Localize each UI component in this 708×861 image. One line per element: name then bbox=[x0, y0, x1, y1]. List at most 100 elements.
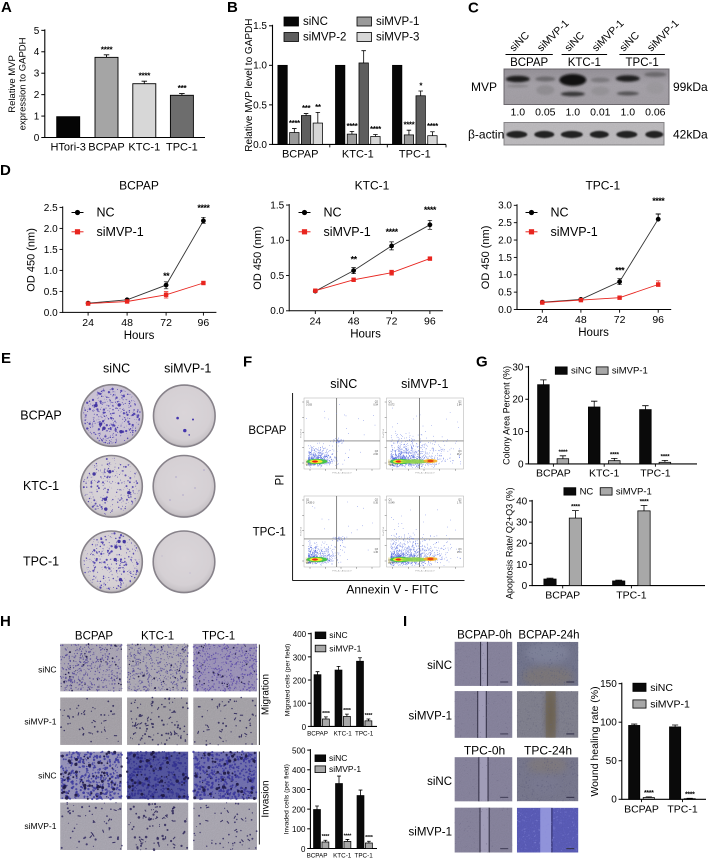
svg-text:0.5: 0.5 bbox=[498, 288, 512, 299]
svg-text:24: 24 bbox=[309, 315, 321, 327]
svg-text:1.5: 1.5 bbox=[270, 200, 284, 211]
svg-text:2.5: 2.5 bbox=[498, 218, 512, 229]
svg-text:BCPAP: BCPAP bbox=[282, 149, 318, 161]
svg-text:0.049: 0.049 bbox=[389, 501, 396, 504]
svg-text:2: 2 bbox=[34, 90, 40, 101]
svg-text:100: 100 bbox=[600, 718, 617, 729]
svg-text:siMVP-1: siMVP-1 bbox=[409, 827, 452, 839]
svg-text:E: E bbox=[1, 350, 11, 367]
svg-text:BCPAP: BCPAP bbox=[307, 731, 328, 738]
svg-text:Relative MVP level to GAPDH: Relative MVP level to GAPDH bbox=[244, 18, 255, 151]
svg-text:0: 0 bbox=[522, 581, 528, 592]
svg-text:siMVP-1: siMVP-1 bbox=[551, 225, 598, 239]
svg-text:siNC: siNC bbox=[427, 776, 452, 788]
svg-text:48: 48 bbox=[348, 315, 360, 327]
svg-text:I: I bbox=[403, 613, 407, 630]
svg-text:0.06: 0.06 bbox=[645, 107, 666, 119]
svg-text:NC: NC bbox=[324, 206, 342, 220]
svg-text:Q3: Q3 bbox=[375, 450, 379, 453]
svg-text:siMVP-1: siMVP-1 bbox=[324, 225, 371, 239]
svg-text:42kDa: 42kDa bbox=[673, 128, 708, 142]
svg-text:Q1: Q1 bbox=[389, 401, 393, 404]
svg-text:15.3: 15.3 bbox=[457, 551, 462, 554]
svg-text:Q1: Q1 bbox=[306, 499, 310, 502]
svg-text:2.0: 2.0 bbox=[44, 224, 58, 235]
svg-text:H: H bbox=[0, 613, 11, 630]
svg-text:0.033: 0.033 bbox=[306, 403, 313, 406]
svg-text:1.76: 1.76 bbox=[457, 501, 462, 504]
svg-text:Q2: Q2 bbox=[375, 401, 379, 404]
svg-text:BCPAP: BCPAP bbox=[307, 853, 328, 860]
svg-text:TPC-1: TPC-1 bbox=[640, 468, 670, 480]
svg-text:TPC-1: TPC-1 bbox=[166, 142, 198, 154]
svg-text:1.0: 1.0 bbox=[270, 236, 284, 247]
svg-text:TPC-1: TPC-1 bbox=[23, 555, 59, 569]
svg-text:NC: NC bbox=[580, 487, 594, 498]
svg-text:0: 0 bbox=[34, 133, 40, 144]
svg-text:1.5: 1.5 bbox=[44, 245, 58, 256]
svg-text:Annexin V - FITC: Annexin V - FITC bbox=[346, 583, 438, 597]
svg-text:0: 0 bbox=[518, 459, 524, 470]
svg-text:KTC-1: KTC-1 bbox=[334, 731, 353, 738]
svg-text:****: **** bbox=[424, 205, 437, 215]
svg-text:Hours: Hours bbox=[350, 328, 381, 340]
svg-text:****: **** bbox=[322, 711, 331, 717]
svg-text:3: 3 bbox=[34, 69, 40, 80]
svg-text:siMVP-1: siMVP-1 bbox=[409, 711, 452, 723]
svg-text:siMVP-1: siMVP-1 bbox=[612, 366, 648, 377]
svg-text:KTC-1: KTC-1 bbox=[589, 468, 619, 480]
svg-text:TPC-1: TPC-1 bbox=[253, 527, 286, 539]
svg-text:24: 24 bbox=[536, 314, 548, 326]
svg-text:Invasion: Invasion bbox=[261, 780, 272, 817]
svg-text:Colony Area Percent (%): Colony Area Percent (%) bbox=[502, 366, 512, 465]
svg-text:24: 24 bbox=[82, 317, 94, 329]
svg-text:400: 400 bbox=[292, 766, 306, 775]
svg-text:****: **** bbox=[685, 791, 695, 798]
svg-text:siNC: siNC bbox=[330, 377, 357, 391]
svg-text:10: 10 bbox=[512, 427, 524, 438]
svg-text:1.0: 1.0 bbox=[510, 107, 525, 119]
svg-text:*: * bbox=[419, 82, 423, 91]
svg-text:70.8: 70.8 bbox=[389, 464, 394, 467]
svg-text:****: **** bbox=[322, 834, 331, 840]
svg-text:****: **** bbox=[644, 790, 654, 797]
svg-text:****: **** bbox=[344, 833, 353, 839]
svg-text:FITC-A :: Annexin V: FITC-A :: Annexin V bbox=[415, 569, 435, 572]
svg-text:BCPAP: BCPAP bbox=[88, 142, 124, 154]
svg-text:**: ** bbox=[163, 271, 170, 281]
svg-text:72: 72 bbox=[614, 314, 626, 326]
svg-text:1.0: 1.0 bbox=[565, 107, 580, 119]
svg-text:0.072: 0.072 bbox=[389, 403, 396, 406]
svg-text:BCPAP: BCPAP bbox=[545, 590, 580, 602]
svg-text:MVP: MVP bbox=[471, 80, 497, 94]
svg-text:1.0: 1.0 bbox=[44, 266, 58, 277]
svg-text:**: ** bbox=[351, 255, 358, 265]
svg-text:A: A bbox=[1, 0, 12, 16]
svg-text:KTC-1: KTC-1 bbox=[355, 179, 390, 193]
svg-text:PI: PI bbox=[275, 475, 287, 486]
svg-text:10: 10 bbox=[516, 560, 528, 571]
svg-text:2.84: 2.84 bbox=[457, 403, 462, 406]
svg-text:30: 30 bbox=[516, 517, 528, 528]
svg-text:****: **** bbox=[640, 498, 650, 505]
svg-text:2.0: 2.0 bbox=[498, 235, 512, 246]
svg-text:siNC: siNC bbox=[38, 665, 56, 675]
svg-text:siMVP-1: siMVP-1 bbox=[97, 225, 144, 239]
svg-text:0.01: 0.01 bbox=[590, 107, 611, 119]
svg-text:siMVP-1: siMVP-1 bbox=[650, 698, 690, 710]
svg-text:KTC-1: KTC-1 bbox=[23, 479, 59, 493]
svg-text:1.5: 1.5 bbox=[253, 21, 267, 32]
svg-text:Relative MVP: Relative MVP bbox=[7, 55, 18, 113]
svg-text:1.36: 1.36 bbox=[373, 551, 378, 554]
svg-text:siNC: siNC bbox=[103, 362, 130, 376]
svg-text:Q4: Q4 bbox=[389, 559, 393, 562]
svg-text:NC: NC bbox=[551, 206, 569, 220]
svg-text:TPC-1: TPC-1 bbox=[202, 631, 235, 643]
svg-text:****: **** bbox=[660, 453, 670, 460]
svg-text:0.0: 0.0 bbox=[253, 140, 267, 151]
svg-text:siNC: siNC bbox=[427, 660, 452, 672]
svg-text:Q4: Q4 bbox=[389, 461, 393, 464]
svg-text:siMVP-1: siMVP-1 bbox=[376, 16, 419, 28]
svg-text:Invaded cells (per field): Invaded cells (per field) bbox=[284, 764, 291, 834]
svg-text:Hours: Hours bbox=[124, 330, 155, 342]
